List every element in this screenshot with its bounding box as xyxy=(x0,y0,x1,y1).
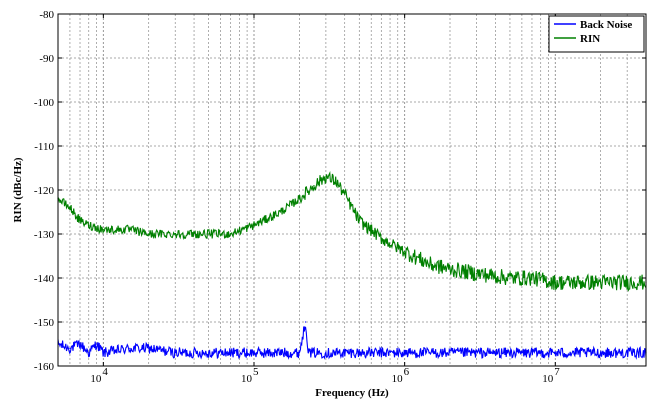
y-tick-label: -140 xyxy=(34,273,55,285)
data-point xyxy=(335,180,337,182)
x-tick-label-exponent: 4 xyxy=(102,366,108,378)
y-tick-label: -90 xyxy=(39,53,54,65)
series-line-rin xyxy=(57,171,647,293)
data-point xyxy=(554,352,556,354)
legend-label-rin: RIN xyxy=(580,33,600,45)
legend: Back Noise RIN xyxy=(548,15,645,53)
data-point xyxy=(230,233,232,235)
data-point xyxy=(129,229,131,231)
data-point xyxy=(253,224,255,226)
data-point xyxy=(325,176,327,178)
data-point xyxy=(325,352,327,354)
data-point xyxy=(404,352,406,354)
data-point xyxy=(304,321,307,323)
data-point xyxy=(102,229,104,231)
data-point xyxy=(313,185,315,187)
x-tick-label-base: 10 xyxy=(90,373,102,385)
data-point xyxy=(449,352,451,354)
data-point xyxy=(208,352,210,354)
data-point xyxy=(230,352,232,354)
data-point xyxy=(95,343,98,345)
data-point xyxy=(174,352,176,354)
data-point xyxy=(298,198,300,200)
y-axis-label: RIN (dBc/Hz) xyxy=(12,157,24,222)
y-tick-label: -130 xyxy=(34,229,55,241)
data-point xyxy=(174,233,176,235)
data-point xyxy=(380,237,382,239)
data-point xyxy=(358,220,360,222)
data-point xyxy=(430,264,432,266)
data-point xyxy=(358,352,360,354)
data-point xyxy=(600,281,602,283)
data-point xyxy=(69,207,71,209)
data-point xyxy=(600,352,602,354)
data-point xyxy=(208,233,210,235)
x-tick-label: 105 xyxy=(241,366,259,385)
data-point xyxy=(129,347,131,349)
data-point xyxy=(79,220,81,222)
x-tick-label-exponent: 5 xyxy=(253,366,259,378)
x-tick-label: 104 xyxy=(90,366,108,385)
x-tick-label-base: 10 xyxy=(241,373,253,385)
y-tick-label: -100 xyxy=(34,97,55,109)
data-point xyxy=(509,352,511,354)
data-point xyxy=(279,211,282,213)
x-tick-label: 107 xyxy=(542,366,560,385)
y-tick-label: -160 xyxy=(34,361,55,373)
data-point xyxy=(404,251,406,253)
x-axis-label: Frequency (Hz) xyxy=(315,387,389,399)
x-tick-label-base: 10 xyxy=(542,373,554,385)
legend-label-back-noise: Back Noise xyxy=(580,19,632,31)
data-point xyxy=(344,193,346,195)
y-tick-label: -150 xyxy=(34,317,55,329)
data-point xyxy=(449,268,451,270)
data-point xyxy=(279,352,282,354)
series-line-back-noise xyxy=(57,326,647,360)
data-point xyxy=(509,277,511,279)
data-point xyxy=(79,343,81,345)
data-point xyxy=(531,277,533,279)
y-tick-label: -80 xyxy=(39,9,54,21)
data-point xyxy=(148,233,150,235)
data-point xyxy=(88,224,90,226)
x-tick-label: 106 xyxy=(392,366,410,385)
data-point xyxy=(148,347,150,349)
data-point xyxy=(298,352,300,354)
x-tick-label-exponent: 6 xyxy=(404,366,410,378)
data-point xyxy=(69,347,71,349)
y-tick-label: -110 xyxy=(34,141,54,153)
y-tick-label: -120 xyxy=(34,185,55,197)
data-point xyxy=(253,352,255,354)
x-tick-label-exponent: 7 xyxy=(554,366,560,378)
data-point xyxy=(307,352,310,354)
data-point xyxy=(102,352,104,354)
data-point xyxy=(88,352,90,354)
x-tick-label-base: 10 xyxy=(392,373,404,385)
legend-box xyxy=(548,15,645,53)
data-point xyxy=(554,281,556,283)
data-point xyxy=(475,273,478,275)
axis-ticks: -80-90-100-110-120-130-140-150-160104105… xyxy=(34,9,646,385)
